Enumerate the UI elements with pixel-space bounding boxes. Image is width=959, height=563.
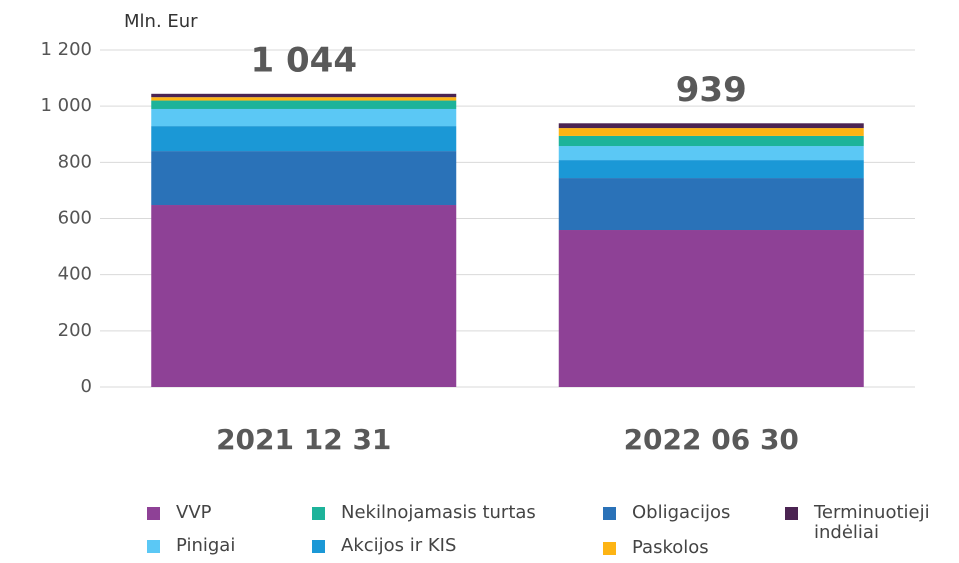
legend-item: VVP xyxy=(147,503,211,523)
y-tick-label: 600 xyxy=(58,208,92,229)
x-tick-label: 2022 06 30 xyxy=(624,423,799,456)
y-tick-label: 1 200 xyxy=(40,39,92,60)
legend-item: Nekilnojamasis turtas xyxy=(312,503,536,523)
legend-item: Obligacijos xyxy=(603,503,730,523)
legend-item: Akcijos ir KIS xyxy=(312,536,456,556)
y-tick-label: 1 000 xyxy=(40,95,92,116)
bar-segment xyxy=(558,123,864,129)
legend-swatch xyxy=(603,507,616,520)
legend-swatch xyxy=(603,542,616,555)
legend-label: VVP xyxy=(176,502,212,523)
bar-segment xyxy=(151,126,457,152)
legend-swatch xyxy=(147,507,160,520)
bar-segment xyxy=(558,230,864,387)
legend-label: Pinigai xyxy=(176,535,236,556)
bar-segment xyxy=(151,100,457,109)
bar-segment xyxy=(151,151,457,206)
legend-label: Paskolos xyxy=(632,537,709,558)
bar-segment xyxy=(558,128,864,136)
legend-swatch xyxy=(785,507,798,520)
bar-segment xyxy=(151,108,457,127)
legend-item: Terminuotieji indėliai xyxy=(785,503,959,543)
bar-segment xyxy=(558,135,864,147)
bar-segment xyxy=(558,160,864,179)
legend-swatch xyxy=(147,540,160,553)
y-tick-label: 0 xyxy=(81,376,92,397)
legend-label: Terminuotieji indėliai xyxy=(814,502,930,543)
total-label: 1 044 xyxy=(251,40,357,80)
legend-swatch xyxy=(312,540,325,553)
total-label: 939 xyxy=(676,70,747,110)
bar-segment xyxy=(558,146,864,161)
y-tick-label: 200 xyxy=(58,320,92,341)
y-tick-label: 800 xyxy=(58,151,92,172)
bar-segment xyxy=(558,178,864,231)
legend-item: Pinigai xyxy=(147,536,235,556)
x-tick-label: 2021 12 31 xyxy=(216,423,391,456)
legend-swatch xyxy=(312,507,325,520)
bar-segment xyxy=(151,205,457,387)
y-axis-label: Mln. Eur xyxy=(124,11,198,32)
legend-item: Paskolos xyxy=(603,538,709,558)
legend-label: Nekilnojamasis turtas xyxy=(341,502,536,523)
legend-label: Akcijos ir KIS xyxy=(341,535,457,556)
bar-segment xyxy=(151,97,457,101)
bar-segment xyxy=(151,93,457,98)
legend-label: Obligacijos xyxy=(632,502,731,523)
y-tick-label: 400 xyxy=(58,264,92,285)
